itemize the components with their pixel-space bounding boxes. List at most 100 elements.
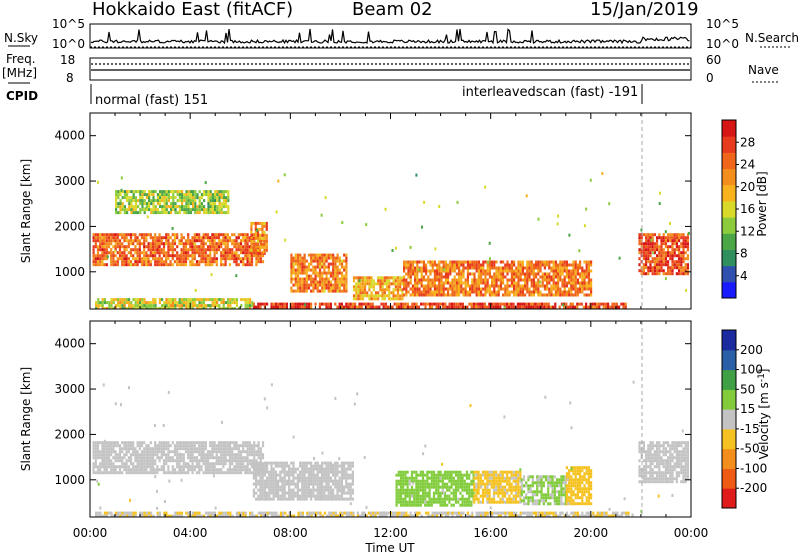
data-cell xyxy=(680,453,683,457)
data-cell xyxy=(539,284,542,288)
data-cell xyxy=(686,447,689,451)
data-cell xyxy=(546,284,549,288)
data-cell xyxy=(121,447,124,451)
data-cell xyxy=(211,196,214,200)
data-cell xyxy=(410,479,414,483)
data-cell xyxy=(327,265,330,269)
data-cell xyxy=(669,239,672,243)
data-cell xyxy=(458,281,461,285)
data-cell xyxy=(343,274,346,278)
data-cell xyxy=(288,482,291,486)
data-cell xyxy=(429,281,432,285)
data-cell xyxy=(325,485,328,489)
data-cell xyxy=(482,278,485,282)
data-cell xyxy=(132,254,135,258)
data-cell xyxy=(121,263,124,267)
data-cell xyxy=(305,259,308,263)
data-cell xyxy=(447,266,450,270)
data-cell xyxy=(198,260,201,264)
data-cell xyxy=(176,471,179,475)
data-cell xyxy=(397,482,400,486)
data-cell xyxy=(246,453,249,457)
data-cell xyxy=(244,298,247,302)
data-cell xyxy=(152,211,155,215)
data-cell xyxy=(97,298,100,302)
data-cell xyxy=(483,302,486,306)
data-cell xyxy=(204,263,207,267)
data-cell xyxy=(125,254,128,258)
data-cell xyxy=(121,298,124,302)
data-cell xyxy=(420,293,423,297)
data-cell xyxy=(532,287,535,291)
data-cell xyxy=(413,497,416,501)
data-cell xyxy=(288,470,291,474)
data-cell xyxy=(147,304,150,308)
data-cell xyxy=(207,211,210,215)
data-cell xyxy=(285,470,288,474)
data-cell xyxy=(351,482,354,486)
data-cell xyxy=(332,274,335,278)
data-cell xyxy=(134,260,137,264)
data-cell xyxy=(198,236,201,240)
data-cell xyxy=(209,205,212,209)
data-cell xyxy=(653,245,656,249)
data-cell xyxy=(394,282,397,286)
data-cell xyxy=(296,488,299,492)
data-cell xyxy=(182,462,185,466)
data-cell xyxy=(224,450,227,454)
data-cell xyxy=(307,305,310,309)
data-cell xyxy=(184,254,188,258)
data-cell xyxy=(332,491,335,495)
data-cell xyxy=(202,304,205,308)
data-cell xyxy=(366,291,369,295)
data-cell xyxy=(325,476,328,480)
data-cell xyxy=(129,248,133,252)
data-cell xyxy=(539,293,542,297)
data-cell xyxy=(550,287,553,291)
data-cell xyxy=(173,468,177,472)
data-cell xyxy=(671,260,674,264)
data-cell xyxy=(231,301,234,305)
data-cell xyxy=(497,272,500,276)
data-cell xyxy=(242,248,245,252)
data-cell xyxy=(307,265,311,269)
data-cell xyxy=(497,269,500,273)
data-cell xyxy=(314,467,317,471)
data-cell xyxy=(395,473,398,477)
data-cell xyxy=(554,269,557,273)
data-cell xyxy=(576,263,579,267)
data-cell xyxy=(686,462,689,466)
data-cell xyxy=(649,245,652,249)
data-cell xyxy=(96,450,100,454)
data-cell xyxy=(103,468,106,472)
data-cell xyxy=(277,302,280,306)
data-cell xyxy=(613,305,616,309)
data-cell xyxy=(220,254,223,258)
data-cell xyxy=(162,248,166,252)
data-cell xyxy=(458,272,461,276)
data-cell xyxy=(211,239,214,243)
data-cell xyxy=(477,287,480,291)
data-cell xyxy=(147,465,150,469)
data-cell xyxy=(318,268,322,272)
data-cell xyxy=(379,285,382,289)
data-cell xyxy=(638,465,641,469)
data-cell xyxy=(178,254,181,258)
data-cell xyxy=(448,302,451,306)
data-cell xyxy=(543,284,546,288)
data-cell xyxy=(160,242,163,246)
data-cell xyxy=(347,482,350,486)
data-cell xyxy=(123,447,126,451)
data-cell xyxy=(464,305,467,309)
data-cell xyxy=(235,274,238,278)
data-cell xyxy=(502,272,505,276)
data-cell xyxy=(107,471,111,475)
data-cell xyxy=(187,205,190,209)
data-cell xyxy=(548,281,551,285)
data-cell xyxy=(182,459,185,463)
noise-left-tick-bottom: 10^0 xyxy=(52,37,85,51)
data-cell xyxy=(167,444,170,448)
data-cell xyxy=(173,236,177,240)
data-cell xyxy=(127,233,130,237)
data-cell xyxy=(136,471,139,475)
